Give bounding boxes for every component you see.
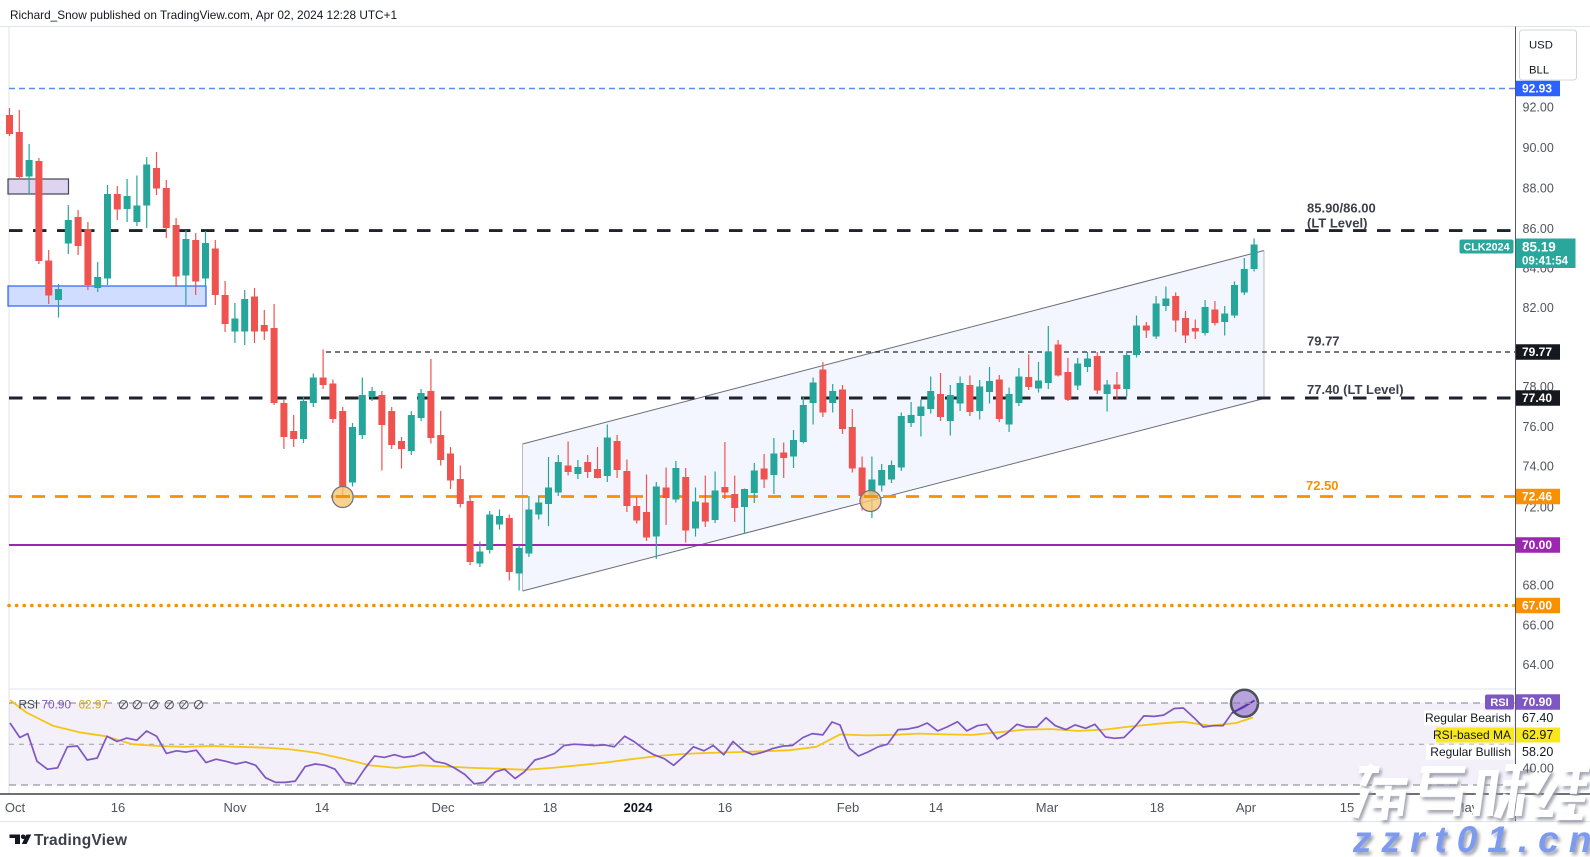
svg-text:zzrt01.cn: zzrt01.cn <box>1352 819 1590 857</box>
svg-text:67.40: 67.40 <box>1522 711 1553 725</box>
svg-text:(LT Level): (LT Level) <box>1307 216 1367 231</box>
svg-text:66.00: 66.00 <box>1523 619 1554 633</box>
svg-text:67.00: 67.00 <box>1522 599 1552 613</box>
svg-text:70.90: 70.90 <box>42 698 72 712</box>
svg-text:2024: 2024 <box>624 800 654 815</box>
svg-text:Regular Bearish: Regular Bearish <box>1425 711 1511 725</box>
svg-text:Apr: Apr <box>1236 800 1257 815</box>
svg-text:Richard_Snow published on Trad: Richard_Snow published on TradingView.co… <box>10 8 397 22</box>
svg-text:RSI: RSI <box>1490 697 1508 709</box>
svg-text:79.77: 79.77 <box>1307 334 1340 349</box>
svg-text:RSI: RSI <box>19 698 39 712</box>
svg-text:BLL: BLL <box>1529 65 1549 77</box>
svg-text:72.46: 72.46 <box>1522 490 1552 504</box>
svg-text:62.97: 62.97 <box>1522 728 1553 742</box>
svg-text:92.00: 92.00 <box>1523 101 1554 115</box>
svg-text:14: 14 <box>315 800 329 815</box>
svg-text:77.40: 77.40 <box>1522 391 1552 405</box>
svg-text:14: 14 <box>929 800 943 815</box>
svg-text:58.20: 58.20 <box>1522 745 1553 759</box>
svg-text:Dec: Dec <box>431 800 455 815</box>
svg-text:62.97: 62.97 <box>79 698 109 712</box>
svg-text:90.00: 90.00 <box>1523 141 1554 155</box>
svg-text:09:41:54: 09:41:54 <box>1522 256 1569 268</box>
svg-text:70.00: 70.00 <box>1522 538 1552 552</box>
svg-text:18: 18 <box>1150 800 1164 815</box>
svg-text:40.00: 40.00 <box>1523 762 1554 776</box>
svg-text:77.40 (LT Level): 77.40 (LT Level) <box>1307 382 1404 397</box>
svg-text:USD: USD <box>1529 40 1553 52</box>
svg-text:72.50: 72.50 <box>1306 478 1339 493</box>
svg-text:92.93: 92.93 <box>1522 82 1552 96</box>
svg-text:Mar: Mar <box>1036 800 1059 815</box>
svg-text:15: 15 <box>1340 800 1354 815</box>
svg-text:64.00: 64.00 <box>1523 658 1554 672</box>
svg-text:79.77: 79.77 <box>1522 345 1552 359</box>
svg-text:18: 18 <box>543 800 557 815</box>
svg-text:Oct: Oct <box>5 800 26 815</box>
svg-text:16: 16 <box>111 800 125 815</box>
svg-text:Feb: Feb <box>837 800 859 815</box>
svg-text:82.00: 82.00 <box>1523 301 1554 315</box>
svg-text:70.90: 70.90 <box>1522 695 1552 709</box>
svg-text:CLK2024: CLK2024 <box>1463 242 1509 254</box>
svg-text:RSI-based MA: RSI-based MA <box>1433 728 1511 742</box>
svg-text:74.00: 74.00 <box>1523 460 1554 474</box>
svg-text:76.00: 76.00 <box>1523 420 1554 434</box>
svg-text:16: 16 <box>718 800 732 815</box>
svg-text:68.00: 68.00 <box>1523 579 1554 593</box>
svg-text:85.19: 85.19 <box>1522 240 1556 255</box>
svg-text:86.00: 86.00 <box>1523 222 1554 236</box>
svg-text:85.90/86.00: 85.90/86.00 <box>1307 201 1376 216</box>
svg-text:TradingView: TradingView <box>34 832 128 849</box>
svg-text:Nov: Nov <box>223 800 247 815</box>
svg-text:88.00: 88.00 <box>1523 182 1554 196</box>
svg-text:Regular Bullish: Regular Bullish <box>1430 745 1511 759</box>
